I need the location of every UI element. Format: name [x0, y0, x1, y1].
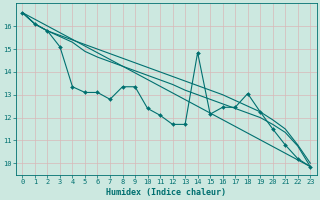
X-axis label: Humidex (Indice chaleur): Humidex (Indice chaleur) [106, 188, 226, 197]
